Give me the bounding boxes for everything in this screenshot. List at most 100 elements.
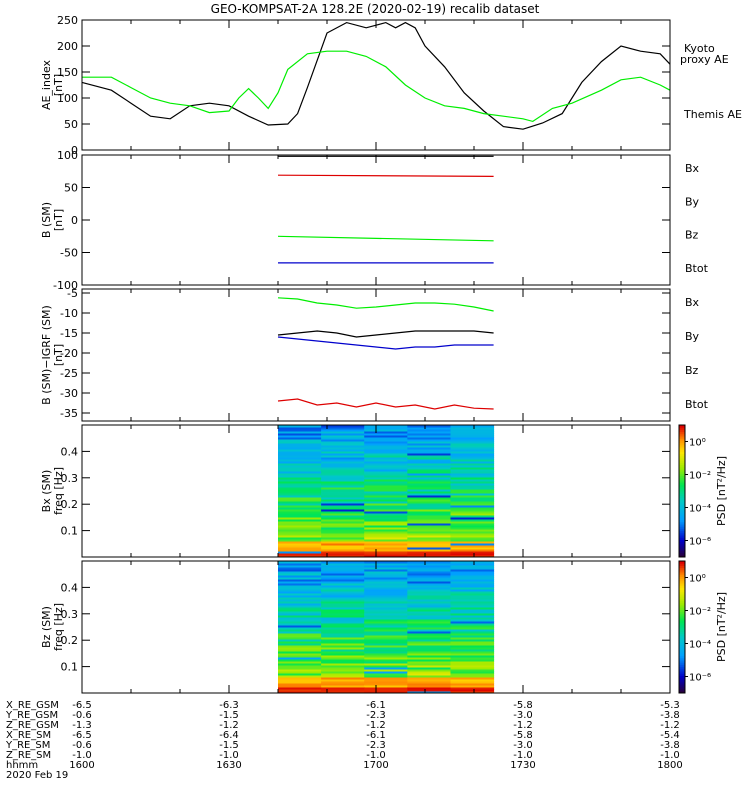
psd-cell xyxy=(278,605,322,608)
psd-cell xyxy=(364,511,408,514)
psd-cell xyxy=(407,451,451,454)
psd-cell xyxy=(450,665,495,668)
psd-cell xyxy=(278,625,322,628)
psd-cell xyxy=(407,683,451,686)
x-axis-row-value: 1730 xyxy=(510,760,535,771)
psd-cell xyxy=(407,529,451,532)
psd-cell xyxy=(450,533,495,536)
colorbar-segment xyxy=(679,638,685,641)
psd-cell xyxy=(364,655,408,658)
psd-cell xyxy=(278,487,322,490)
psd-cell xyxy=(364,555,408,558)
psd-cell xyxy=(278,427,322,430)
x-axis-row-value: -3.8 xyxy=(660,710,680,721)
psd-cell xyxy=(364,503,408,506)
psd-cell xyxy=(364,671,408,674)
psd-cell xyxy=(450,511,495,514)
psd-cell xyxy=(450,563,495,566)
psd-cell xyxy=(321,445,365,448)
psd-cell xyxy=(450,621,495,624)
y-axis-label: Bz (SM) xyxy=(40,606,53,648)
colorbar-segment xyxy=(679,662,685,665)
psd-cell xyxy=(450,433,495,436)
psd-cell xyxy=(278,655,322,658)
colorbar-segment xyxy=(679,444,685,448)
psd-cell xyxy=(321,611,365,614)
psd-cell xyxy=(407,685,451,688)
x-axis-row-value: -1.2 xyxy=(366,720,386,731)
psd-cell xyxy=(364,593,408,596)
psd-cell xyxy=(407,583,451,586)
psd-cell xyxy=(450,623,495,626)
colorbar-tick-label: 10⁻⁴ xyxy=(689,640,711,651)
psd-cell xyxy=(450,639,495,642)
psd-cell xyxy=(450,631,495,634)
psd-cell xyxy=(278,469,322,472)
psd-cell xyxy=(407,637,451,640)
psd-cell xyxy=(450,427,495,430)
colorbar-segment xyxy=(679,642,685,646)
psd-cell xyxy=(364,685,408,688)
psd-cell xyxy=(407,525,451,528)
psd-cell xyxy=(278,681,322,684)
psd-cell xyxy=(364,509,408,512)
psd-cell xyxy=(407,663,451,666)
psd-cell xyxy=(278,575,322,578)
psd-cell xyxy=(278,599,322,602)
psd-cell xyxy=(364,641,408,644)
psd-cell xyxy=(321,531,365,534)
psd-cell xyxy=(407,523,451,526)
x-axis-row-label: Z_RE_SM xyxy=(6,750,51,761)
psd-cell xyxy=(407,521,451,524)
psd-cell xyxy=(278,481,322,484)
y-tick-label: -25 xyxy=(60,367,78,380)
colorbar-segment xyxy=(679,508,685,512)
psd-cell xyxy=(407,475,451,478)
legend-entry: Btot xyxy=(685,262,709,275)
legend-entry: Kyoto xyxy=(684,42,715,55)
psd-cell xyxy=(407,471,451,474)
psd-cell xyxy=(450,691,495,694)
psd-cell xyxy=(364,431,408,434)
psd-cell xyxy=(278,635,322,638)
psd-cell xyxy=(364,647,408,650)
psd-cell xyxy=(364,487,408,490)
colorbar-segment xyxy=(679,671,685,674)
psd-cell xyxy=(321,431,365,434)
psd-cell xyxy=(364,567,408,570)
psd-cell xyxy=(321,501,365,504)
y-tick-label: 0.4 xyxy=(61,445,79,458)
colorbar-segment xyxy=(679,574,685,577)
colorbar-segment xyxy=(679,519,685,523)
psd-cell xyxy=(364,445,408,448)
psd-cell xyxy=(321,585,365,588)
psd-cell xyxy=(450,429,495,432)
psd-cell xyxy=(450,457,495,460)
psd-cell xyxy=(278,633,322,636)
colorbar-segment xyxy=(679,576,685,580)
colorbar-segment xyxy=(679,497,685,501)
psd-cell xyxy=(407,647,451,650)
psd-cell xyxy=(278,467,322,470)
psd-cell xyxy=(407,601,451,604)
psd-cell xyxy=(364,565,408,568)
legend-entry: Bz xyxy=(685,229,699,242)
psd-cell xyxy=(321,569,365,572)
psd-cell xyxy=(321,581,365,584)
psd-cell xyxy=(278,547,322,550)
psd-cell xyxy=(364,683,408,686)
psd-cell xyxy=(407,619,451,622)
psd-cell xyxy=(364,437,408,440)
psd-cell xyxy=(321,463,365,466)
psd-cell xyxy=(321,567,365,570)
psd-cell xyxy=(407,483,451,486)
psd-cell xyxy=(321,629,365,632)
psd-cell xyxy=(450,503,495,506)
psd-cell xyxy=(321,535,365,538)
colorbar-segment xyxy=(679,433,685,437)
colorbar-segment xyxy=(679,620,685,624)
psd-cell xyxy=(278,569,322,572)
psd-cell xyxy=(450,575,495,578)
psd-cell xyxy=(364,587,408,590)
psd-cell xyxy=(278,591,322,594)
